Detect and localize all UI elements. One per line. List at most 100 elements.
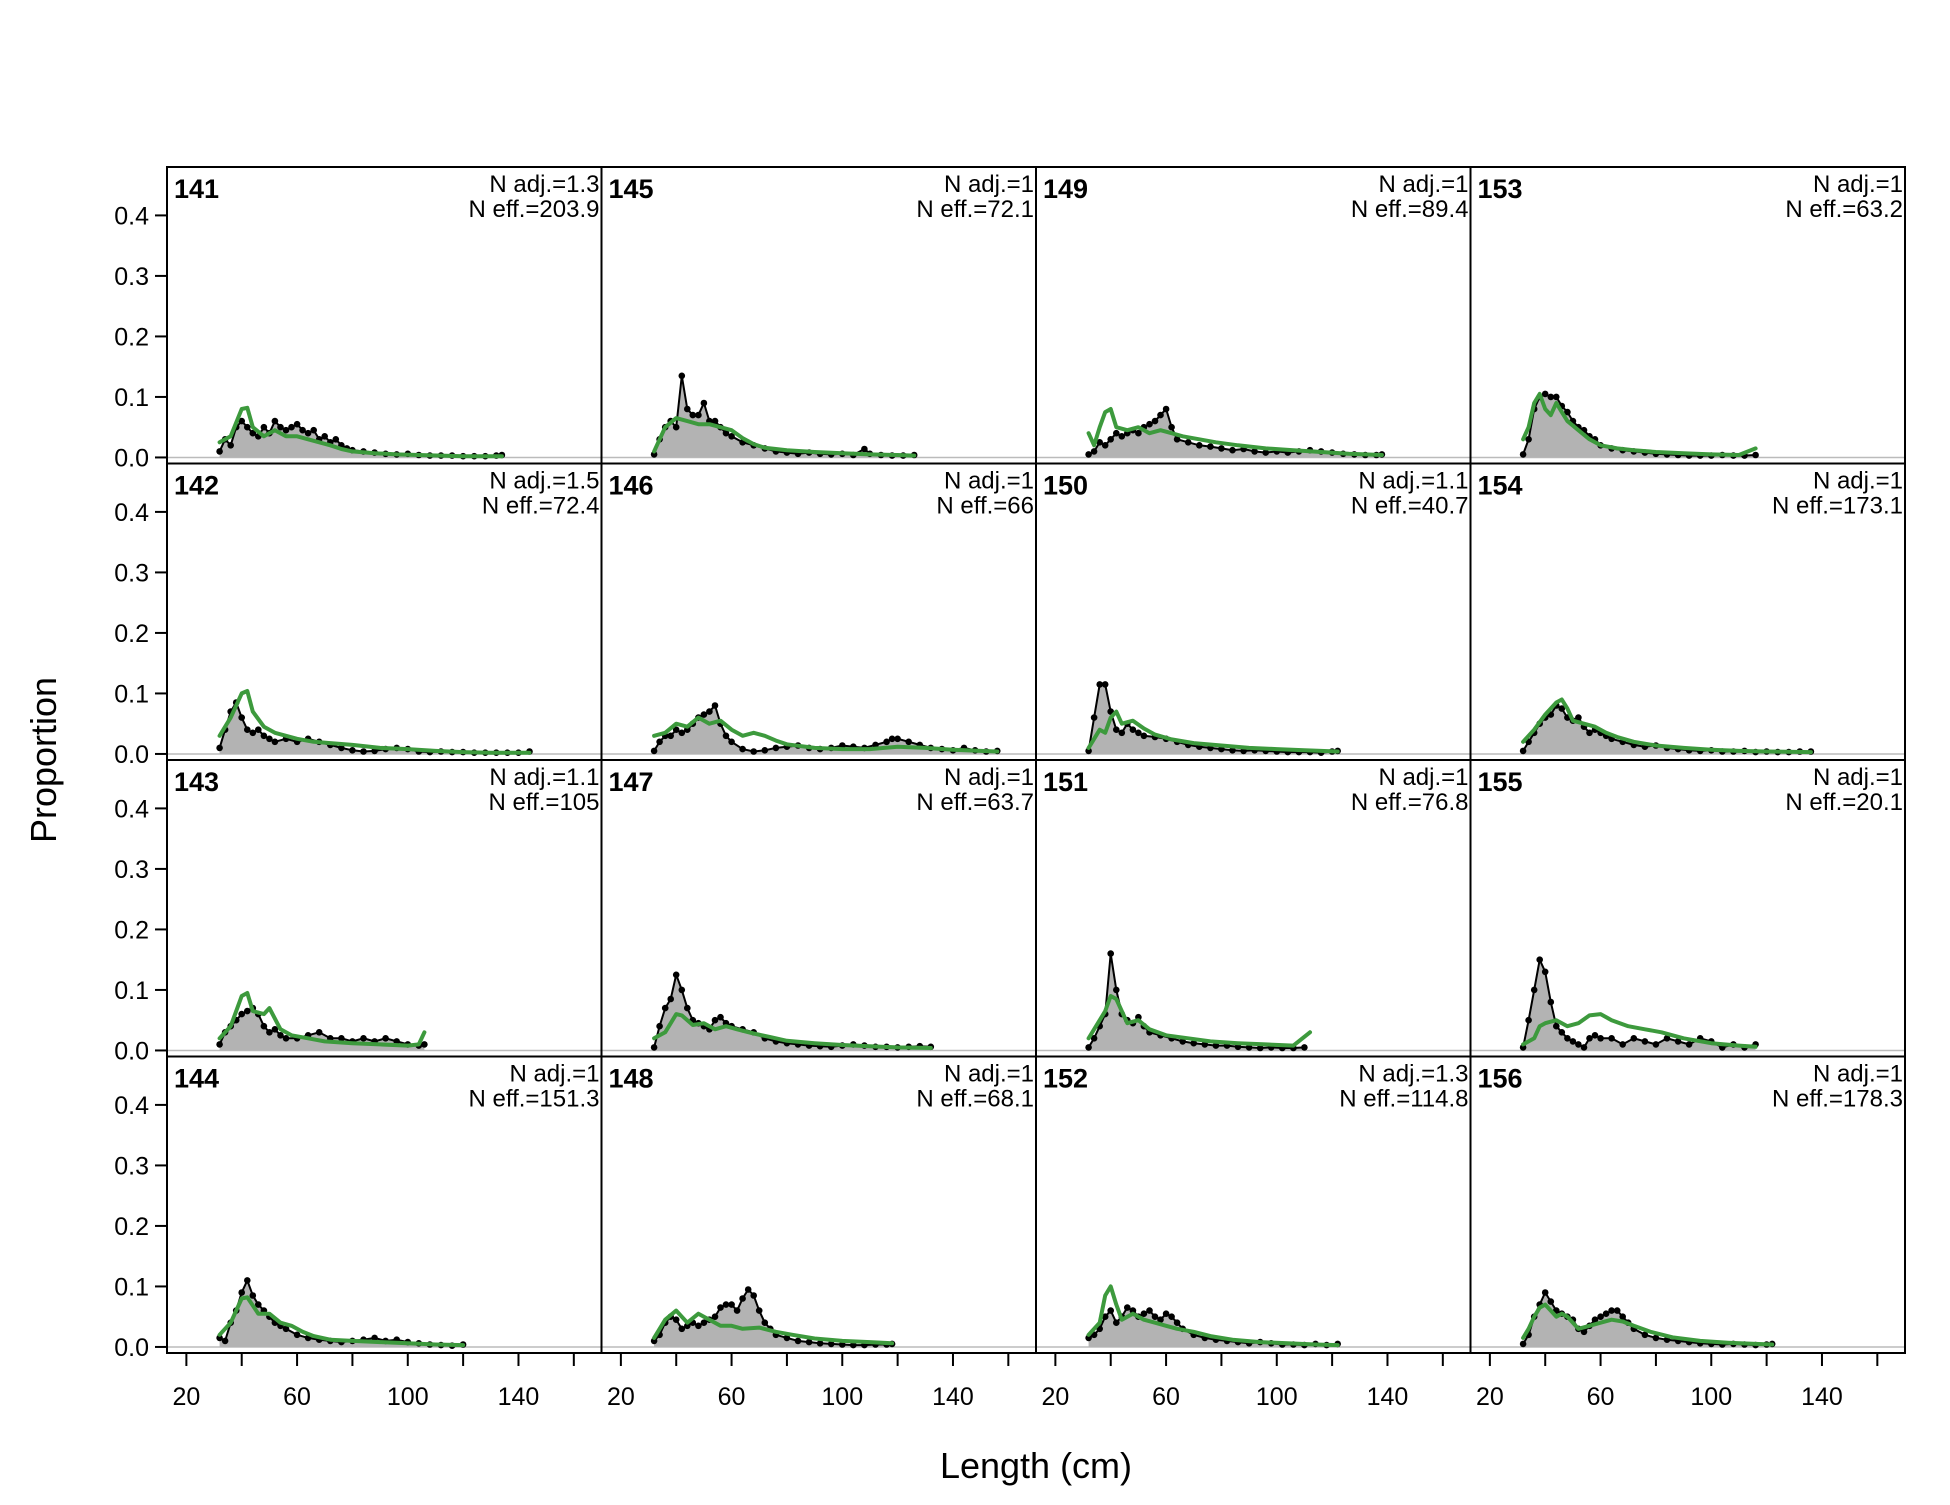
y-tick-label: 0.3 — [114, 263, 149, 291]
n-adj-label: N adj.=1 — [944, 1061, 1034, 1088]
observed-point — [672, 423, 680, 431]
observed-point — [1608, 1307, 1615, 1314]
observed-point — [750, 1292, 757, 1299]
y-tick-label: 0.4 — [114, 1092, 149, 1120]
observed-point — [1140, 732, 1148, 740]
panel-154: 154 N adj.=1N eff.=173.1 — [1469, 462, 1906, 761]
observed-point — [238, 714, 245, 721]
observed-point — [678, 986, 686, 994]
observed-point — [861, 445, 868, 453]
observed-point — [227, 442, 234, 449]
observed-point — [1090, 714, 1098, 721]
observed-point — [1229, 747, 1236, 754]
n-eff-label: N eff.=63.7 — [916, 789, 1034, 816]
observed-point — [1541, 968, 1549, 976]
observed-point — [216, 1041, 223, 1048]
observed-point — [1090, 1035, 1098, 1042]
observed-point — [661, 1004, 669, 1012]
panel-label: 150 — [1043, 471, 1088, 501]
observed-point — [338, 1035, 345, 1042]
expected-line — [1521, 1012, 1758, 1049]
observed-point — [678, 1325, 686, 1333]
panel-label: 148 — [609, 1064, 654, 1094]
observed-point — [260, 423, 268, 431]
observed-point — [678, 372, 686, 380]
x-tick-label: 60 — [283, 1383, 311, 1411]
observed-point — [1575, 1041, 1582, 1048]
x-tick-label: 100 — [1256, 1383, 1298, 1411]
expected-line — [1521, 1302, 1775, 1347]
panel-150: 150 N adj.=1.1N eff.=40.7 — [1035, 462, 1472, 761]
observed-point — [1597, 1313, 1604, 1320]
observed-point — [238, 417, 245, 425]
observed-area — [1523, 393, 1756, 458]
observed-point — [888, 735, 896, 743]
observed-point — [678, 729, 686, 737]
observed-point — [684, 1322, 691, 1330]
panel-label: 152 — [1043, 1064, 1088, 1094]
observed-point — [1085, 1334, 1092, 1342]
observed-point — [382, 1035, 389, 1042]
observed-point — [656, 738, 663, 746]
x-tick-label: 60 — [1587, 1383, 1615, 1411]
observed-point — [1140, 1310, 1148, 1317]
y-tick-label: 0.3 — [114, 559, 149, 587]
panel-152: 152 N adj.=1.3N eff.=114.8 — [1035, 1055, 1472, 1354]
n-adj-label: N adj.=1 — [1378, 764, 1468, 791]
observed-point — [1173, 436, 1181, 443]
observed-point — [1173, 1319, 1181, 1326]
observed-point — [254, 726, 262, 733]
observed-point — [761, 1319, 769, 1326]
observed-point — [282, 1035, 290, 1042]
observed-point — [271, 1026, 279, 1033]
observed-point — [733, 1307, 741, 1314]
panel-label: 153 — [1478, 174, 1523, 204]
panel-155: 155 N adj.=1N eff.=20.1 — [1469, 759, 1906, 1058]
expected-line — [1086, 709, 1340, 754]
x-axis-title: Length (cm) — [940, 1445, 1132, 1486]
observed-point — [288, 423, 295, 431]
observed-point — [1113, 726, 1120, 733]
observed-point — [1558, 705, 1566, 712]
observed-point — [1207, 443, 1214, 450]
observed-point — [216, 448, 223, 455]
panel-label: 146 — [609, 471, 654, 501]
n-adj-label: N adj.=1 — [944, 764, 1034, 791]
y-tick-label: 0.2 — [114, 323, 149, 351]
observed-point — [772, 744, 780, 752]
expected-line — [1086, 407, 1384, 457]
observed-point — [1113, 429, 1120, 437]
observed-point — [1107, 950, 1114, 957]
observed-area — [219, 1280, 464, 1347]
panel-146: 146 N adj.=1N eff.=66 — [600, 462, 1037, 761]
observed-point — [360, 1035, 367, 1042]
n-eff-label: N eff.=63.2 — [1785, 196, 1903, 223]
x-tick-label: 20 — [1476, 1383, 1504, 1411]
n-eff-label: N eff.=114.8 — [1339, 1086, 1468, 1113]
observed-point — [1085, 451, 1092, 458]
observed-point — [1541, 390, 1549, 398]
observed-point — [684, 405, 691, 413]
observed-point — [1118, 729, 1126, 737]
n-adj-label: N adj.=1.5 — [489, 468, 599, 495]
observed-point — [1608, 1035, 1615, 1042]
observed-point — [1619, 1041, 1626, 1048]
observed-point — [338, 744, 345, 752]
y-tick-label: 0.2 — [114, 916, 149, 944]
observed-point — [1101, 442, 1109, 449]
observed-area — [1523, 705, 1811, 754]
observed-point — [1096, 681, 1103, 688]
observed-point — [667, 995, 674, 1003]
panel-145: 145 N adj.=1N eff.=72.1 — [600, 166, 1037, 465]
observed-point — [905, 738, 912, 746]
observed-point — [739, 745, 746, 753]
observed-point — [244, 726, 251, 733]
observed-point — [706, 708, 713, 715]
observed-point — [1652, 1334, 1660, 1342]
expected-line — [1086, 1284, 1340, 1348]
observed-point — [1301, 1044, 1308, 1051]
observed-point — [282, 1325, 290, 1333]
observed-point — [1218, 445, 1225, 452]
observed-point — [266, 735, 273, 743]
observed-point — [1547, 998, 1555, 1006]
